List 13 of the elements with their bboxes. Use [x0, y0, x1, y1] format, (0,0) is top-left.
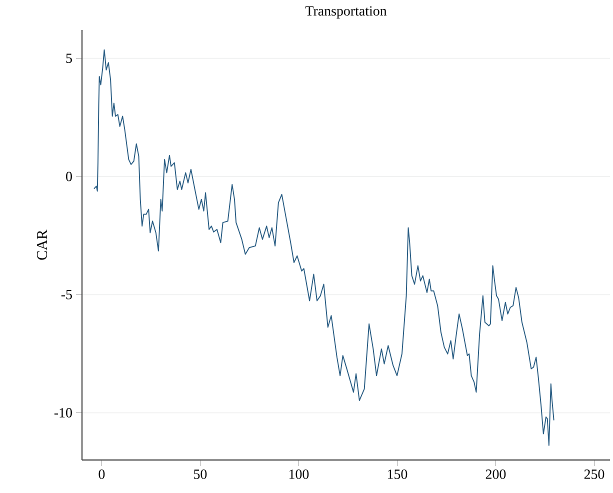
y-axis-title: CAR [37, 230, 48, 260]
line-series [94, 49, 554, 446]
x-tick-label: 0 [98, 470, 105, 479]
x-tick-label: 200 [486, 470, 506, 479]
y-tick-label: -10 [54, 408, 72, 418]
y-tick-label: 5 [66, 54, 72, 63]
chart-title: Transportation [305, 6, 387, 18]
x-tick-label: 150 [388, 470, 408, 479]
x-tick-label: 50 [194, 470, 207, 479]
x-tick-label: 100 [289, 470, 309, 479]
x-tick-label: 250 [584, 470, 604, 479]
y-tick-label: 0 [66, 172, 72, 182]
y-tick-label: -5 [61, 290, 72, 300]
